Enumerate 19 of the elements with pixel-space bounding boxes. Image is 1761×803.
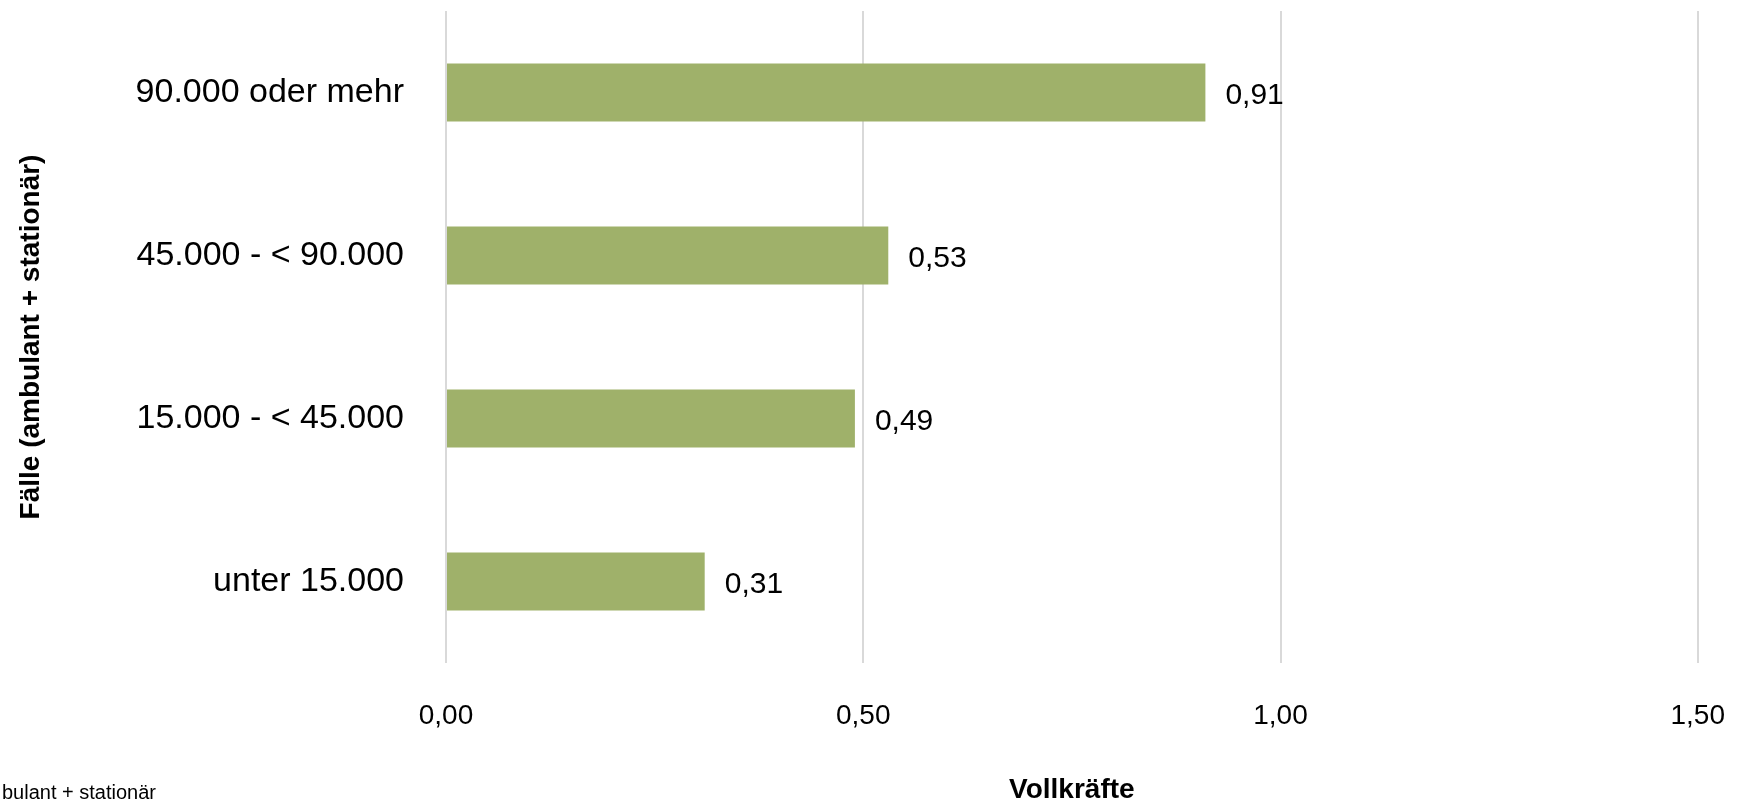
x-tick-label: 1,50 — [1670, 698, 1725, 730]
x-axis-title: Vollkräfte — [1009, 772, 1135, 803]
x-tick-label: 0,50 — [836, 698, 891, 730]
data-label: 0,31 — [724, 565, 784, 599]
data-label: 0,49 — [874, 402, 934, 436]
data-label: 0,91 — [1225, 76, 1284, 110]
bar — [447, 63, 1206, 122]
data-label: 0,53 — [908, 239, 967, 273]
y-tick-label: 90.000 oder mehr — [135, 70, 404, 109]
y-tick-label: unter 15.000 — [213, 559, 404, 598]
text: bulant + stationär — [2, 780, 157, 803]
bar — [447, 389, 855, 448]
bar — [447, 552, 705, 611]
bar — [447, 226, 889, 285]
y-tick-label: 15.000 - < 45.000 — [136, 396, 404, 435]
y-tick-label: 45.000 - < 90.000 — [136, 233, 404, 272]
y-axis-title: Fälle (ambulant + stationär) — [13, 154, 45, 520]
x-tick-label: 0,00 — [418, 698, 474, 730]
x-tick-label: 1,00 — [1253, 698, 1308, 730]
